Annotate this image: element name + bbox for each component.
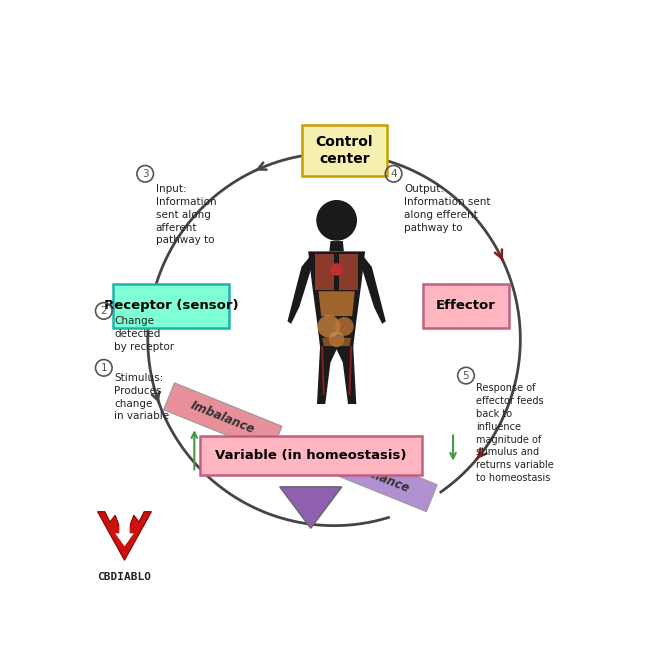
Circle shape	[331, 263, 343, 276]
FancyBboxPatch shape	[423, 284, 509, 328]
Text: Control
center: Control center	[316, 135, 373, 165]
FancyBboxPatch shape	[200, 436, 422, 475]
Text: 5: 5	[463, 370, 469, 380]
Polygon shape	[315, 254, 334, 290]
Circle shape	[335, 317, 353, 336]
Circle shape	[317, 315, 340, 338]
Circle shape	[317, 201, 356, 240]
Polygon shape	[329, 241, 344, 251]
FancyBboxPatch shape	[164, 383, 282, 453]
Polygon shape	[335, 346, 356, 404]
Text: Input:
Information
sent along
afferent
pathway to: Input: Information sent along afferent p…	[155, 184, 216, 245]
Text: Variable (in homeostasis): Variable (in homeostasis)	[215, 450, 407, 462]
Text: Response of
effector feeds
back to
influence
magnitude of
stimulus and
returns v: Response of effector feeds back to influ…	[476, 383, 554, 483]
Text: Stimulus:
Produces
change
in variable: Stimulus: Produces change in variable	[114, 373, 169, 421]
Text: 2: 2	[101, 306, 107, 316]
FancyBboxPatch shape	[302, 124, 387, 176]
Polygon shape	[308, 251, 365, 347]
Polygon shape	[319, 291, 355, 316]
Text: Effector: Effector	[436, 299, 496, 312]
Text: Receptor (sensor): Receptor (sensor)	[103, 299, 239, 312]
Text: Imbalance: Imbalance	[189, 399, 257, 437]
FancyBboxPatch shape	[113, 284, 229, 328]
Polygon shape	[317, 346, 338, 404]
Text: Output:
Information sent
along efferent
pathway to: Output: Information sent along efferent …	[404, 184, 491, 233]
Text: 3: 3	[142, 169, 149, 179]
Polygon shape	[97, 511, 151, 560]
Polygon shape	[115, 517, 134, 546]
Circle shape	[329, 331, 345, 347]
Polygon shape	[322, 338, 351, 346]
Polygon shape	[280, 487, 342, 528]
Text: Imbalance: Imbalance	[344, 458, 412, 495]
Text: 4: 4	[390, 169, 397, 179]
Text: 1: 1	[101, 363, 107, 373]
Text: Change
detected
by receptor: Change detected by receptor	[114, 316, 174, 351]
Polygon shape	[339, 254, 358, 290]
Polygon shape	[288, 257, 314, 324]
Polygon shape	[360, 257, 386, 324]
Text: CBDIABLO: CBDIABLO	[97, 573, 151, 582]
FancyBboxPatch shape	[319, 442, 437, 511]
